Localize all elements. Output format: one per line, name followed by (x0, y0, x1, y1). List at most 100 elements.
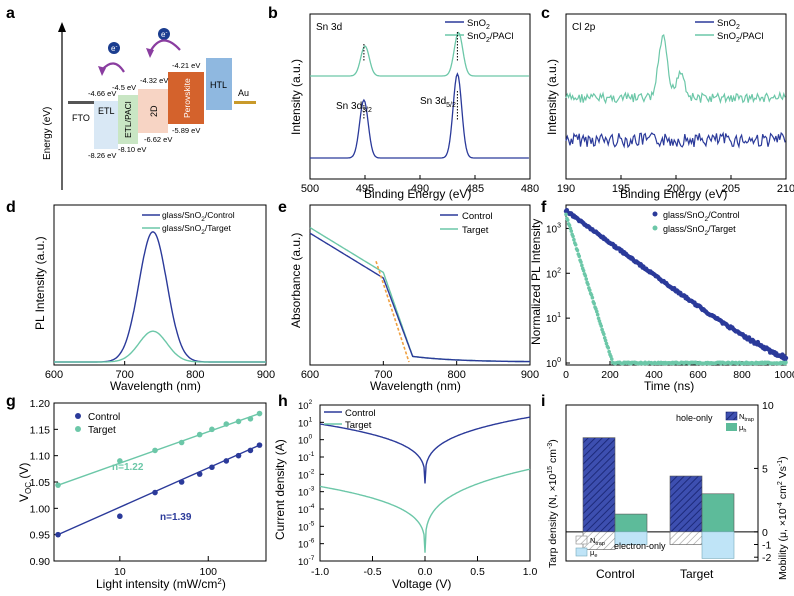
xticks-d: 600 700 800 900 (45, 361, 275, 381)
data-point (577, 254, 581, 259)
xtick-label: 0 (563, 369, 569, 381)
data-point (564, 212, 568, 217)
legend-label-sno2: SnO2 (467, 18, 490, 31)
data-point (235, 452, 242, 459)
ylabel-d: PL Intensity (a.u.) (33, 236, 47, 330)
xlabel-b: Binding Energy (eV) (364, 187, 471, 201)
panel-letter-g: g (6, 393, 16, 410)
n-control-annotation: n=1.39 (160, 512, 192, 523)
legend-marker-g-control (75, 413, 81, 419)
data-point (599, 324, 603, 328)
legend-label-f-target: glass/SnO2/Target (663, 224, 736, 237)
legend-label-d-target: glass/SnO2/Target (162, 223, 231, 236)
plot-frame-g (53, 402, 267, 562)
panel-letter-i: i (541, 393, 545, 410)
xtick-label: 900 (257, 369, 275, 381)
fto-label: FTO (72, 113, 90, 123)
panel-a: a Energy (eV) FTO ETL ETL/PACl 2D Perovs… (6, 5, 256, 190)
series-line-d-target (54, 330, 266, 363)
data-point (595, 312, 600, 317)
legend-label-ntrap-electron: Ntrap (590, 536, 605, 547)
twod-label: 2D (149, 105, 159, 117)
xtick-label: 200 (601, 369, 619, 381)
data-point (223, 458, 230, 464)
fit-line-g-control (57, 444, 260, 536)
panel-h: h Current density (A) Voltage (V) -1.0 -0… (273, 393, 537, 591)
data-point (581, 268, 586, 273)
legend-label-mu-h: μh (739, 423, 746, 434)
data-point (587, 288, 592, 292)
series-line-sno2-pacl (310, 31, 529, 77)
xtick-label: 205 (722, 183, 740, 195)
xlabel-d: Wavelength (nm) (110, 379, 201, 393)
etl-label: ETL (98, 106, 115, 116)
legend-label-ntrap-hole: Ntrap (739, 412, 754, 423)
xtick-label: 800 (186, 369, 204, 381)
transfer-arrow-1 (101, 62, 125, 73)
electron-icon-2 (158, 28, 170, 40)
data-point (178, 479, 185, 485)
xlabel-c: Binding Energy (eV) (620, 187, 727, 201)
pvk-cb-label: -4.21 eV (172, 61, 200, 70)
xlabel-f: Time (ns) (644, 379, 694, 393)
ytick-label: -1 (762, 540, 771, 552)
data-point (579, 260, 583, 264)
htl-label: HTL (210, 80, 227, 90)
legend-label-mu-e: μe (590, 548, 597, 559)
etl-block (94, 101, 118, 149)
ylabel-c: Intensity (a.u.) (545, 59, 559, 135)
data-point (565, 218, 570, 222)
ytick-label: 1.20 (30, 398, 51, 410)
electron-label-1: e- (111, 44, 117, 53)
data-point (583, 273, 588, 278)
xtick-label: 900 (521, 369, 539, 381)
ylabel-i-left: Tarp density (N, ×1015 cm-3) (547, 439, 559, 568)
xtick-label: -1.0 (311, 566, 329, 578)
data-point (784, 360, 788, 365)
energy-axis-arrow (58, 22, 66, 32)
ytick-label: 0.90 (30, 556, 51, 568)
series-line-h-target (319, 468, 531, 553)
ytick-label: 103 (546, 222, 561, 235)
ylabel-e: Absorbance (a.u.) (289, 233, 303, 328)
xtick-label: -0.5 (363, 566, 381, 578)
ytick-label: 101 (546, 312, 561, 325)
bar (701, 531, 735, 559)
panel-c: c Intensity (a.u.) Binding Energy (eV) C… (541, 5, 794, 201)
plot-frame-i (565, 404, 759, 562)
htl-block (206, 58, 232, 110)
series-points-f-target (564, 212, 788, 366)
legend-label-sno2-c: SnO2 (717, 18, 740, 31)
data-point (235, 418, 242, 425)
data-point (152, 447, 158, 454)
series-line-sno2-pacl-c (565, 33, 786, 105)
bar (614, 513, 648, 533)
data-point (55, 531, 61, 538)
legend-swatch-mu-e (575, 547, 588, 557)
xtick-label: 190 (557, 183, 575, 195)
legend-label-d-control: glass/SnO2/Control (162, 210, 235, 223)
xtick-label: 700 (115, 369, 133, 381)
series-line-sno2 (310, 72, 529, 159)
xtick-label: 600 (45, 369, 63, 381)
paci-cb-label: -4.5 eV (112, 83, 136, 92)
data-point (606, 346, 611, 350)
legend-label-g-control: Control (88, 412, 120, 423)
data-point (117, 458, 123, 464)
ytick-label: 0.95 (30, 530, 51, 542)
legend-marker-g-target (75, 426, 81, 432)
legend-swatch-ntrap-electron (575, 535, 588, 545)
bar (614, 531, 648, 545)
panel-g: g VOC (V) Light intensity (mW/cm2) 0.900… (6, 393, 267, 591)
xtick-label: 485 (466, 183, 484, 195)
ticks-f: 0 200 400 600 800 1000 100 101 102 103 (546, 222, 794, 381)
data-point (152, 489, 158, 496)
data-point (602, 332, 606, 337)
ylabel-f: Normalized PL Intensity (529, 219, 543, 345)
ytick-label: 10-5 (298, 520, 315, 533)
etl-paci-block (118, 95, 138, 144)
xtick-label: 0.5 (470, 566, 485, 578)
bars-i (582, 437, 735, 559)
xtick-label: 480 (521, 183, 539, 195)
